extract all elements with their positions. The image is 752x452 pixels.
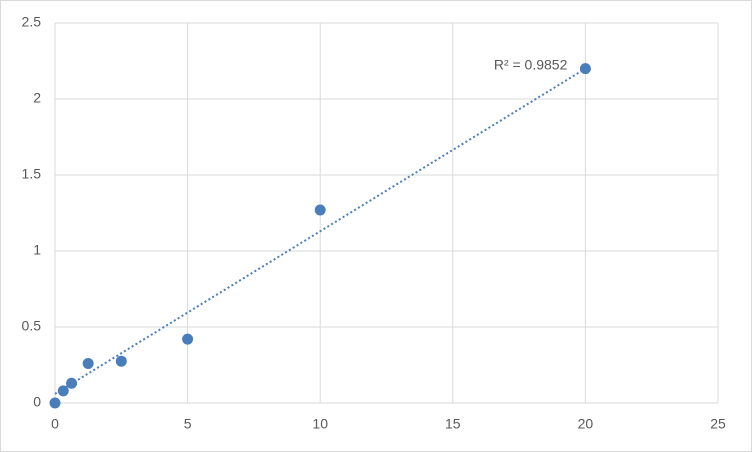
x-tick-label: 5 [184,416,192,432]
data-point [579,63,591,75]
trendline-label: R² = 0.9852 [494,56,568,72]
data-point [49,397,61,409]
data-point [314,204,326,216]
y-tick-label: 1.5 [22,166,42,182]
y-tick-label: 2.5 [22,14,42,30]
x-tick-label: 0 [51,416,59,432]
x-tick-label: 20 [578,416,594,432]
trendline [54,67,586,395]
data-point [115,355,127,367]
data-point [182,333,194,345]
data-point [82,357,94,369]
x-tick-label: 10 [312,416,328,432]
y-tick-label: 0 [33,394,41,410]
y-tick-label: 0.5 [22,318,42,334]
y-tick-label: 1 [33,242,41,258]
data-point [66,377,78,389]
x-tick-label: 15 [445,416,461,432]
y-tick-label: 2 [33,90,41,106]
x-tick-label: 25 [710,416,726,432]
data-point [57,385,69,397]
